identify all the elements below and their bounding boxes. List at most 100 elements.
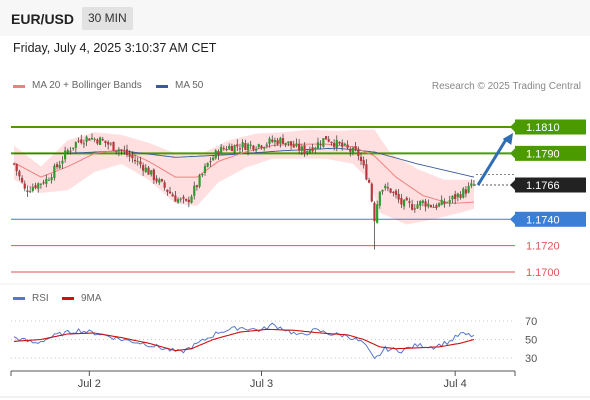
candle-body bbox=[12, 163, 16, 165]
candle-body bbox=[233, 145, 236, 153]
candle-body bbox=[90, 137, 94, 140]
rsi-tick-70: 70 bbox=[525, 316, 537, 328]
candle-body bbox=[39, 183, 43, 185]
candle-body bbox=[217, 151, 220, 155]
candle-body bbox=[131, 154, 134, 159]
candle-body bbox=[322, 138, 325, 147]
candle-body bbox=[241, 142, 244, 148]
candle-body bbox=[343, 143, 346, 146]
candle-body bbox=[384, 185, 387, 189]
candle-body bbox=[144, 167, 147, 173]
timeframe-button[interactable]: 30 MIN bbox=[82, 7, 133, 30]
x-tick-label: Jul 4 bbox=[444, 378, 467, 390]
candle-body bbox=[292, 144, 295, 148]
candle-body bbox=[470, 183, 473, 186]
rsi-tick-30: 30 bbox=[525, 353, 537, 365]
candle-body bbox=[20, 177, 24, 183]
ma20-line bbox=[13, 143, 475, 205]
candle-body bbox=[150, 170, 153, 175]
candle-body bbox=[289, 141, 293, 146]
candle-body bbox=[402, 199, 406, 207]
candle-body bbox=[228, 145, 231, 150]
candle-body bbox=[443, 201, 446, 205]
candle-body bbox=[29, 191, 32, 193]
price-label-1.1766: 1.1766 bbox=[526, 180, 560, 192]
candle-body bbox=[230, 146, 233, 152]
candle-body bbox=[147, 167, 150, 175]
candle-body bbox=[378, 191, 381, 206]
candle-body bbox=[298, 143, 301, 151]
candle-body bbox=[34, 185, 37, 189]
candle-body bbox=[50, 177, 53, 181]
candle-body bbox=[394, 190, 398, 195]
candle-body bbox=[171, 194, 174, 197]
candle-body bbox=[193, 185, 196, 196]
candle-body bbox=[303, 145, 306, 154]
candle-body bbox=[198, 175, 201, 187]
ma9-legend-label: 9MA bbox=[81, 293, 102, 304]
candle-body bbox=[206, 162, 209, 167]
candle-body bbox=[85, 136, 88, 142]
candle-body bbox=[107, 142, 110, 145]
candle-body bbox=[341, 142, 344, 147]
candle-body bbox=[152, 169, 155, 181]
ma9-legend-swatch bbox=[62, 297, 74, 300]
price-label-box-1.1766 bbox=[515, 177, 586, 193]
candle-body bbox=[349, 148, 352, 152]
candle-body bbox=[376, 204, 379, 223]
candle-body bbox=[246, 144, 250, 151]
candle-body bbox=[187, 199, 190, 203]
candle-body bbox=[166, 189, 169, 192]
candle-body bbox=[15, 163, 18, 172]
candle-body bbox=[117, 149, 121, 152]
candle-body bbox=[300, 146, 303, 151]
price-label-1.1740: 1.1740 bbox=[526, 214, 560, 226]
candle-body bbox=[47, 179, 51, 181]
ma20-legend-label: MA 20 + Bollinger Bands bbox=[32, 80, 142, 91]
candle-body bbox=[365, 164, 368, 180]
rsi-ma-line bbox=[13, 328, 475, 352]
candle-body bbox=[265, 144, 268, 146]
candle-body bbox=[437, 203, 441, 207]
candle-body bbox=[93, 138, 96, 140]
candle-body bbox=[203, 166, 207, 173]
candle-body bbox=[163, 182, 166, 188]
candle-body bbox=[128, 154, 131, 157]
rsi-legend-swatch bbox=[13, 297, 25, 300]
candle-body bbox=[101, 139, 104, 141]
ma50-legend-label: MA 50 bbox=[175, 80, 204, 91]
candle-body bbox=[18, 171, 21, 177]
ma50-legend-swatch bbox=[156, 85, 168, 88]
candle-body bbox=[82, 143, 86, 145]
candle-body bbox=[252, 145, 255, 150]
candle-body bbox=[214, 150, 217, 159]
candle-body bbox=[386, 187, 390, 189]
timestamp: Friday, July 4, 2025 3:10:37 AM CET bbox=[13, 41, 217, 55]
candle-body bbox=[139, 161, 142, 165]
candle-body bbox=[96, 139, 99, 144]
candle-body bbox=[31, 187, 34, 191]
price-label-pointer-1.1766 bbox=[510, 180, 515, 190]
candle-body bbox=[440, 199, 443, 205]
candle-body bbox=[381, 189, 384, 192]
candle-body bbox=[115, 150, 118, 152]
candle-body bbox=[392, 191, 395, 193]
candle-body bbox=[179, 198, 182, 200]
candle-body bbox=[335, 139, 338, 148]
rsi-legend-label: RSI bbox=[32, 293, 49, 304]
price-label-1.1700: 1.1700 bbox=[526, 267, 560, 279]
candle-body bbox=[123, 150, 126, 152]
candle-body bbox=[276, 140, 279, 145]
candle-body bbox=[456, 193, 459, 198]
candle-body bbox=[37, 183, 40, 189]
candle-body bbox=[158, 179, 161, 183]
price-label-pointer-1.1740 bbox=[510, 214, 515, 225]
candle-body bbox=[424, 201, 427, 207]
candle-body bbox=[459, 194, 462, 198]
candle-body bbox=[357, 149, 360, 157]
candle-body bbox=[324, 136, 328, 140]
candle-body bbox=[421, 200, 424, 203]
copyright: Research © 2025 Trading Central bbox=[431, 81, 581, 92]
candle-body bbox=[168, 191, 172, 194]
